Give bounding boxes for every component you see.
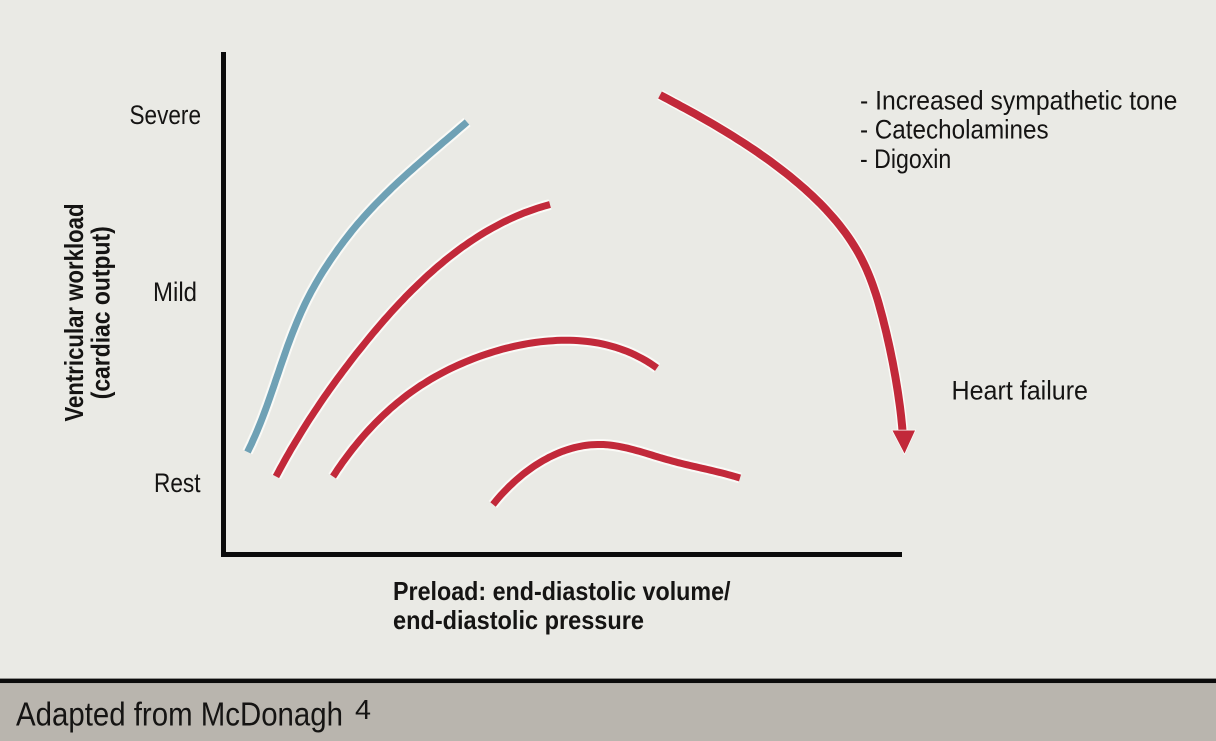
svg-text:(cardiac output): (cardiac output) bbox=[85, 226, 115, 399]
svg-text:Severe: Severe bbox=[130, 100, 202, 130]
svg-text:Ventricular workload: Ventricular workload bbox=[59, 204, 89, 422]
svg-text:end-diastolic pressure: end-diastolic pressure bbox=[393, 605, 644, 635]
svg-text:Mild: Mild bbox=[153, 277, 197, 307]
svg-text:Rest: Rest bbox=[154, 468, 201, 498]
svg-text:- Increased sympathetic tone: - Increased sympathetic tone bbox=[860, 86, 1177, 116]
svg-text:4: 4 bbox=[355, 694, 371, 725]
svg-text:Preload: end-diastolic volume/: Preload: end-diastolic volume/ bbox=[393, 576, 731, 606]
svg-text:Heart failure: Heart failure bbox=[952, 376, 1089, 406]
svg-text:- Catecholamines: - Catecholamines bbox=[860, 115, 1049, 145]
svg-text:- Digoxin: - Digoxin bbox=[860, 144, 951, 174]
svg-text:Adapted from McDonagh: Adapted from McDonagh bbox=[16, 696, 343, 733]
